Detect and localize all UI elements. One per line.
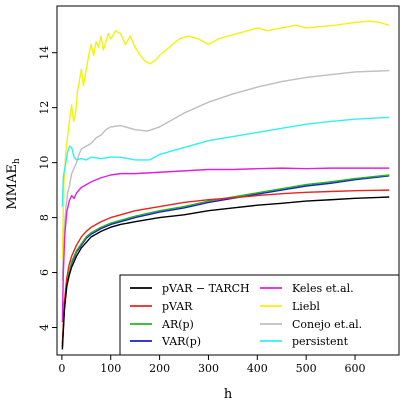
legend-item: AR(p) bbox=[130, 318, 194, 331]
legend-item: pVAR bbox=[130, 300, 193, 313]
y-tick-label: 4 bbox=[38, 324, 51, 331]
y-axis-title-subscript: h bbox=[12, 158, 22, 164]
x-tick-label: 0 bbox=[58, 362, 65, 375]
series-line-5 bbox=[61, 167, 390, 323]
y-tick-label: 12 bbox=[38, 101, 51, 115]
y-axis: 4 6 8 10 12 14 bbox=[38, 46, 57, 331]
x-tick-label: 600 bbox=[345, 362, 366, 375]
legend-label: pVAR − TARCH bbox=[162, 282, 250, 295]
x-tick-label: 100 bbox=[100, 362, 121, 375]
y-axis-title-main: MMAE bbox=[5, 164, 20, 210]
legend-label: Keles et.al. bbox=[292, 282, 354, 295]
legend-item: pVAR − TARCH bbox=[130, 282, 250, 295]
legend-item: Keles et.al. bbox=[260, 282, 354, 295]
legend-label: persistent bbox=[292, 335, 349, 348]
legend-label: AR(p) bbox=[161, 318, 194, 331]
legend-item: VAR(p) bbox=[130, 335, 201, 348]
y-tick-label: 6 bbox=[38, 269, 51, 276]
series-line-4 bbox=[61, 116, 390, 207]
x-tick-label: 300 bbox=[198, 362, 219, 375]
x-tick-label: 400 bbox=[247, 362, 268, 375]
x-tick-label: 200 bbox=[149, 362, 170, 375]
series-line-7 bbox=[61, 69, 390, 281]
x-axis-title: h bbox=[224, 387, 233, 402]
legend: pVAR − TARCH Keles et.al. pVAR Liebl AR(p) Co… bbox=[119, 274, 400, 356]
x-axis: 0 100 200 300 400 500 600 bbox=[58, 355, 366, 375]
series-line-6 bbox=[61, 20, 390, 259]
x-tick-label: 500 bbox=[296, 362, 317, 375]
legend-item: Conejo et.al. bbox=[260, 318, 362, 331]
y-tick-label: 10 bbox=[38, 156, 51, 170]
series-line-1 bbox=[61, 189, 390, 345]
y-tick-label: 14 bbox=[38, 46, 51, 60]
series-layer bbox=[61, 20, 390, 350]
series-line-2 bbox=[61, 174, 390, 347]
legend-item: persistent bbox=[260, 335, 349, 348]
legend-label: Conejo et.al. bbox=[292, 318, 362, 331]
svg-text:MMAEh: MMAEh bbox=[5, 158, 22, 210]
legend-label: Liebl bbox=[292, 300, 320, 313]
y-axis-title: MMAEh bbox=[5, 158, 22, 210]
series-line-0 bbox=[61, 196, 390, 350]
legend-label: VAR(p) bbox=[161, 335, 201, 348]
legend-box bbox=[119, 274, 400, 356]
y-tick-label: 8 bbox=[38, 214, 51, 221]
legend-item: Liebl bbox=[260, 300, 320, 313]
legend-label: pVAR bbox=[162, 300, 193, 313]
